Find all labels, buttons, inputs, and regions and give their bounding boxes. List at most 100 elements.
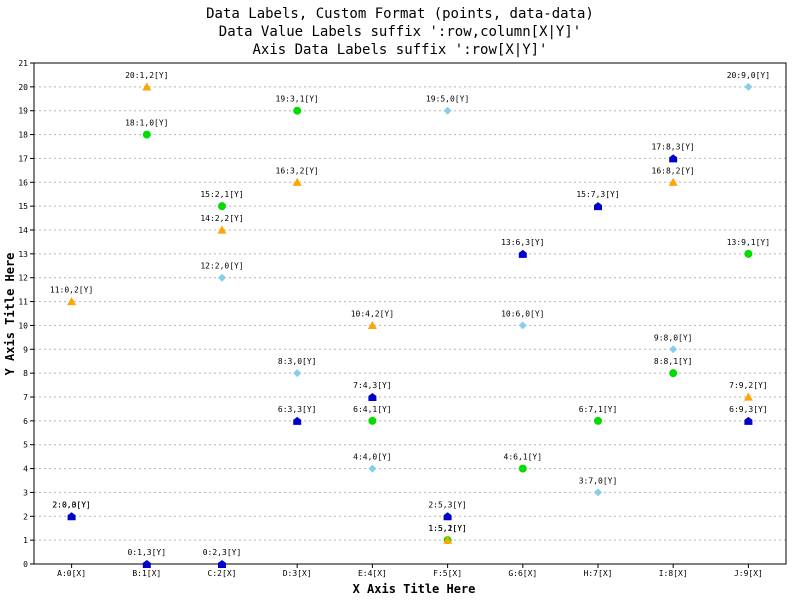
x-tick-label: C:2[X] <box>208 569 237 578</box>
data-value-label: 7:9,2[Y] <box>729 381 768 390</box>
data-point-circle <box>594 416 602 425</box>
data-value-label: 11:0,2[Y] <box>50 286 93 295</box>
data-point-pentagon <box>443 512 452 521</box>
data-point-circle <box>218 202 226 211</box>
data-value-label: 6:9,3[Y] <box>729 405 768 414</box>
data-point-diamond <box>443 106 452 115</box>
x-tick-label: H:7[X] <box>584 569 613 578</box>
y-tick-label: 4 <box>23 465 28 474</box>
data-point-triangle <box>142 82 152 91</box>
y-axis-title: Y Axis Title Here <box>3 253 17 376</box>
data-point-pentagon <box>368 393 377 401</box>
y-tick-label: 21 <box>18 59 28 68</box>
data-point-diamond <box>518 321 527 330</box>
y-tick-label: 19 <box>18 107 28 116</box>
data-point-triangle <box>367 320 377 330</box>
data-point-diamond <box>594 488 602 497</box>
x-tick-label: J:9[X] <box>734 569 763 578</box>
data-value-label: 15:7,3[Y] <box>576 190 619 199</box>
data-value-label: 2:5,3[Y] <box>428 500 467 509</box>
data-point-pentagon <box>142 560 151 568</box>
x-tick-label: G:6[X] <box>508 569 537 578</box>
data-labels: 2:0,0[Y] 12:2,0[Y] 8:3,0[Y] 4:4,0[Y] 19:5,0[… <box>50 71 770 557</box>
data-point-triangle <box>668 177 678 186</box>
y-tick-label: 6 <box>23 417 28 426</box>
y-tick-label: 13 <box>18 250 28 259</box>
data-value-label: 8:8,1[Y] <box>654 357 693 366</box>
data-value-label: 6:7,1[Y] <box>579 405 618 414</box>
x-axis-title: X Axis Title Here <box>353 582 476 596</box>
data-points <box>67 82 753 568</box>
data-value-label: 13:9,1[Y] <box>727 238 770 247</box>
x-tick-label: D:3[X] <box>283 569 312 578</box>
x-tick-label: E:4[X] <box>358 569 387 578</box>
data-value-label: 20:1,2[Y] <box>125 71 168 80</box>
data-value-label: 0:2,3[Y] <box>203 548 242 557</box>
y-tick-label: 0 <box>23 560 28 569</box>
y-tick-label: 16 <box>18 178 28 187</box>
chart-title-line-2: Data Value Labels suffix ':row,column[X|… <box>219 24 581 40</box>
data-value-label: 1:5,1[Y] <box>428 524 467 533</box>
data-point-triangle <box>292 177 302 186</box>
data-point-circle <box>142 130 151 139</box>
data-value-label: 2:0,0[Y] <box>52 500 91 509</box>
data-point-pentagon <box>218 560 226 568</box>
data-point-triangle <box>743 392 753 401</box>
data-value-label: 7:4,3[Y] <box>353 381 392 390</box>
data-value-label: 16:8,2[Y] <box>652 166 695 175</box>
data-value-label: 14:2,2[Y] <box>200 214 243 223</box>
data-point-triangle <box>217 225 227 234</box>
data-point-diamond <box>744 82 753 91</box>
data-value-label: 1:5,2[Y] <box>428 524 467 533</box>
y-tick-label: 3 <box>23 488 28 497</box>
y-tick-label: 14 <box>18 226 28 235</box>
plot-area <box>33 62 787 565</box>
data-point-pentagon <box>669 154 678 163</box>
data-point-pentagon <box>594 202 602 211</box>
data-value-label: 10:6,0[Y] <box>501 309 544 318</box>
data-point-diamond <box>669 345 678 354</box>
chart-title-line-3: Axis Data Labels suffix ':row[X|Y]' <box>252 42 547 58</box>
data-value-label: 15:2,1[Y] <box>200 190 243 199</box>
x-tick-label: B:1[X] <box>132 569 161 578</box>
y-tick-label: 2 <box>23 512 28 521</box>
y-tick-label: 20 <box>18 83 28 92</box>
y-tick-label: 15 <box>18 202 28 211</box>
data-value-label: 10:4,2[Y] <box>351 309 394 318</box>
data-value-label: 8:3,0[Y] <box>278 357 317 366</box>
data-point-circle <box>744 249 753 258</box>
y-tick-label: 5 <box>23 441 28 450</box>
y-tick-label: 9 <box>23 345 28 354</box>
data-point-circle <box>669 369 678 378</box>
data-value-label: 3:7,0[Y] <box>579 476 618 485</box>
y-tick-label: 1 <box>23 536 28 545</box>
data-point-diamond <box>293 369 302 378</box>
data-point-triangle <box>67 297 77 306</box>
data-value-label: 12:2,0[Y] <box>200 262 243 271</box>
data-value-label: 4:4,0[Y] <box>353 453 392 462</box>
grid-lines <box>34 86 786 541</box>
data-point-circle <box>518 464 527 473</box>
data-value-label: 4:6,1[Y] <box>504 453 543 462</box>
data-point-pentagon <box>518 249 527 258</box>
y-tick-label: 12 <box>18 274 28 283</box>
data-value-label: 20:9,0[Y] <box>727 71 770 80</box>
y-tick-label: 8 <box>23 369 28 378</box>
data-value-label: 6:3,3[Y] <box>278 405 317 414</box>
data-value-label: 9:8,0[Y] <box>654 333 693 342</box>
y-tick-label: 17 <box>18 154 28 163</box>
data-point-triangle <box>443 535 453 544</box>
chart-title-line-1: Data Labels, Custom Format (points, data… <box>206 6 594 22</box>
data-value-label: 18:1,0[Y] <box>125 119 168 128</box>
data-point-circle <box>293 106 302 115</box>
y-tick-label: 18 <box>18 131 28 140</box>
y-tick-label: 10 <box>18 321 28 330</box>
data-value-label: 0:1,3[Y] <box>128 548 167 557</box>
data-value-label: 17:8,3[Y] <box>652 142 695 151</box>
x-tick-label: F:5[X] <box>433 569 462 578</box>
x-axis-ticks: A:0[X] B:1[X] C:2[X] D:3[X] E:4[X] F:5[X] G:6[… <box>57 564 763 578</box>
data-value-label: 13:6,3[Y] <box>501 238 544 247</box>
data-value-label: 19:3,1[Y] <box>276 95 319 104</box>
